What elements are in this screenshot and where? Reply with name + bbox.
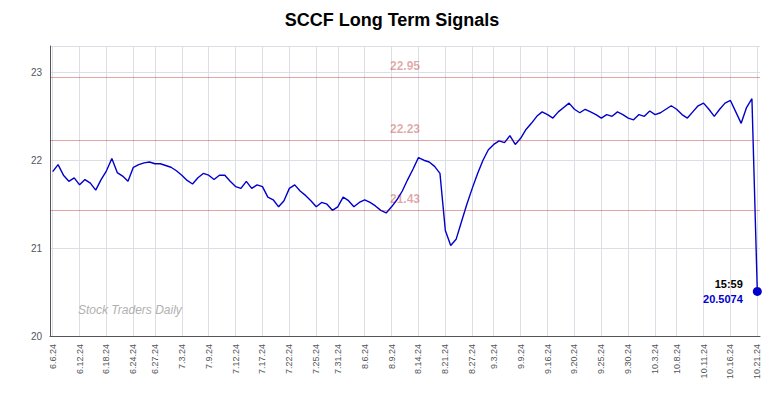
svg-text:9.3.24: 9.3.24 xyxy=(489,344,499,369)
svg-text:7.12.24: 7.12.24 xyxy=(231,344,241,374)
svg-text:9.20.24: 9.20.24 xyxy=(569,344,579,374)
svg-text:7.9.24: 7.9.24 xyxy=(204,344,214,369)
svg-text:22.23: 22.23 xyxy=(390,122,420,136)
svg-text:6.12.24: 6.12.24 xyxy=(75,344,85,374)
svg-text:7.3.24: 7.3.24 xyxy=(177,344,187,369)
svg-text:8.21.24: 8.21.24 xyxy=(440,344,450,374)
svg-text:Stock Traders Daily: Stock Traders Daily xyxy=(78,303,183,317)
svg-text:21.43: 21.43 xyxy=(390,192,420,206)
svg-text:8.14.24: 8.14.24 xyxy=(413,344,423,374)
svg-text:7.22.24: 7.22.24 xyxy=(284,344,294,374)
svg-text:22: 22 xyxy=(31,155,43,166)
svg-text:10.11.24: 10.11.24 xyxy=(699,344,709,378)
svg-text:6.24.24: 6.24.24 xyxy=(128,344,138,374)
svg-text:20.5074: 20.5074 xyxy=(703,293,744,305)
svg-text:SCCF Long Term Signals: SCCF Long Term Signals xyxy=(285,10,500,30)
svg-text:9.9.24: 9.9.24 xyxy=(516,344,526,369)
svg-text:7.17.24: 7.17.24 xyxy=(257,344,267,374)
svg-text:10.8.24: 10.8.24 xyxy=(672,344,682,374)
svg-text:6.27.24: 6.27.24 xyxy=(150,344,160,374)
svg-text:22.95: 22.95 xyxy=(390,59,420,73)
svg-text:9.16.24: 9.16.24 xyxy=(543,344,553,374)
svg-text:10.16.24: 10.16.24 xyxy=(725,344,735,379)
svg-text:20: 20 xyxy=(31,331,43,342)
svg-text:9.25.24: 9.25.24 xyxy=(596,344,606,374)
svg-text:10.21.24: 10.21.24 xyxy=(752,344,762,379)
svg-text:21: 21 xyxy=(31,243,43,254)
svg-text:8.9.24: 8.9.24 xyxy=(387,344,397,369)
svg-text:6.18.24: 6.18.24 xyxy=(101,344,111,374)
svg-text:15:59: 15:59 xyxy=(715,278,743,290)
svg-text:8.6.24: 8.6.24 xyxy=(360,344,370,369)
svg-text:7.31.24: 7.31.24 xyxy=(333,344,343,374)
svg-text:8.27.24: 8.27.24 xyxy=(467,344,477,374)
svg-text:6.6.24: 6.6.24 xyxy=(48,344,58,369)
svg-text:9.30.24: 9.30.24 xyxy=(623,344,633,374)
svg-text:10.3.24: 10.3.24 xyxy=(650,344,660,374)
svg-text:7.25.24: 7.25.24 xyxy=(311,344,321,374)
svg-text:23: 23 xyxy=(31,67,43,78)
